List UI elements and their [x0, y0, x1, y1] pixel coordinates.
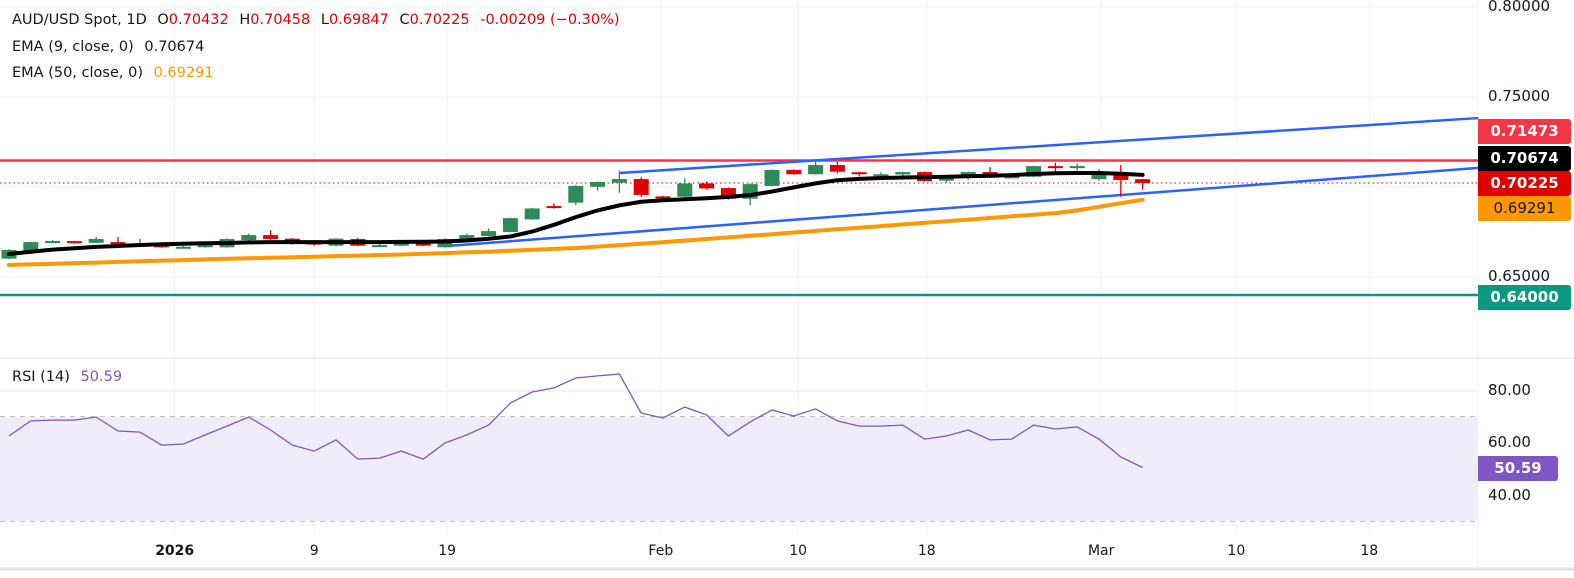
candle-up	[611, 179, 627, 183]
high-label: H	[239, 12, 251, 28]
candle-up	[1069, 166, 1085, 169]
ema9-label: EMA (9, close, 0)	[12, 39, 134, 55]
ema50-badge: 0.69291	[1478, 196, 1571, 221]
symbol-title: AUD/USD Spot, 1D	[12, 12, 147, 28]
rsi-series	[8, 373, 1143, 469]
candle-down	[829, 165, 845, 172]
time-tick: Mar	[1087, 543, 1115, 559]
candle-up	[45, 241, 61, 243]
candle-up	[764, 169, 780, 186]
candle-up	[88, 239, 104, 243]
candle-up	[481, 231, 497, 236]
candle-down	[851, 172, 867, 175]
low-label: L	[320, 12, 329, 28]
ema50-value: 0.69291	[153, 65, 214, 81]
candle-up	[590, 181, 606, 187]
ema9-badge: 0.70674	[1478, 146, 1571, 171]
high-value: 0.70458	[250, 12, 311, 28]
close-value: 0.70225	[409, 12, 470, 28]
candle-up	[568, 185, 584, 203]
candle-up	[372, 245, 388, 248]
candle-up	[459, 235, 475, 241]
candle-up	[895, 172, 911, 175]
time-tick: 19	[438, 543, 457, 559]
candle-up	[241, 235, 257, 241]
candle-down	[66, 241, 82, 244]
legend-ema50[interactable]: EMA (50, close, 0) 0.69291	[12, 65, 220, 81]
lower-channel-trendline	[447, 166, 1479, 248]
support-badge: 0.64000	[1478, 285, 1571, 310]
candle-down	[633, 179, 649, 195]
price-tick: 0.65000	[1488, 267, 1551, 285]
time-tick: 18	[1360, 543, 1379, 559]
trendlines	[447, 116, 1479, 248]
rsi-tick: 40.00	[1488, 486, 1531, 504]
candle-up	[23, 242, 39, 251]
candle-up	[1091, 172, 1107, 180]
candle-up	[938, 177, 954, 181]
open-value: 0.70432	[168, 12, 229, 28]
upper-channel-trendline	[619, 116, 1479, 175]
candle-down	[786, 169, 802, 175]
candle-down	[1113, 172, 1129, 180]
time-tick: Feb	[648, 543, 674, 559]
resistance-badge: 0.71473	[1478, 119, 1571, 144]
rsi-badge: 50.59	[1478, 456, 1558, 481]
time-tick: 9	[309, 543, 319, 559]
rsi-band	[0, 417, 1478, 521]
rsi-tick: 60.00	[1488, 433, 1531, 451]
horizontal-lines	[0, 159, 1478, 297]
ema9-series	[7, 171, 1145, 256]
ema9-line	[7, 171, 1145, 256]
time-tick: 2026	[155, 543, 195, 559]
ema9-value: 0.70674	[144, 39, 205, 55]
price-tick: 0.80000	[1488, 0, 1551, 15]
rsi-value: 50.59	[80, 369, 123, 385]
time-tick: 10	[789, 543, 808, 559]
candle-down	[1135, 179, 1151, 183]
candle-down	[1047, 166, 1063, 169]
low-value: 0.69847	[328, 12, 389, 28]
rsi-tick: 80.00	[1488, 381, 1531, 399]
candle-down	[546, 206, 562, 209]
rsi-label: RSI (14)	[12, 369, 70, 385]
candle-up	[524, 208, 540, 220]
candle-up	[175, 246, 191, 249]
candle-down	[720, 188, 736, 199]
close-label: C	[399, 12, 410, 28]
candle-up	[502, 218, 518, 232]
legend-rsi[interactable]: RSI (14) 50.59	[12, 369, 128, 385]
legend-ema9[interactable]: EMA (9, close, 0) 0.70674	[12, 39, 210, 55]
candle-up	[1004, 176, 1020, 179]
price-tick: 0.75000	[1488, 87, 1551, 105]
time-tick: 10	[1227, 543, 1246, 559]
rsi-line	[8, 373, 1143, 469]
candle-up	[873, 174, 889, 177]
last-price-badge: 0.70225	[1478, 171, 1571, 196]
ema50-label: EMA (50, close, 0)	[12, 65, 143, 81]
legend-main: AUD/USD Spot, 1D O0.70432 H0.70458 L0.69…	[12, 12, 626, 28]
candle-up	[1026, 166, 1042, 177]
candle-up	[677, 183, 693, 197]
candle-down	[699, 183, 715, 189]
ema50-line	[7, 197, 1145, 267]
candle-down	[110, 242, 126, 245]
time-tick: 18	[917, 543, 936, 559]
ema50-series	[7, 197, 1145, 267]
change-value: -0.00209 (−0.30%)	[480, 12, 620, 28]
candle-up	[808, 165, 824, 175]
candle-down	[263, 235, 279, 240]
candle-down	[655, 196, 671, 199]
open-label: O	[157, 12, 169, 28]
